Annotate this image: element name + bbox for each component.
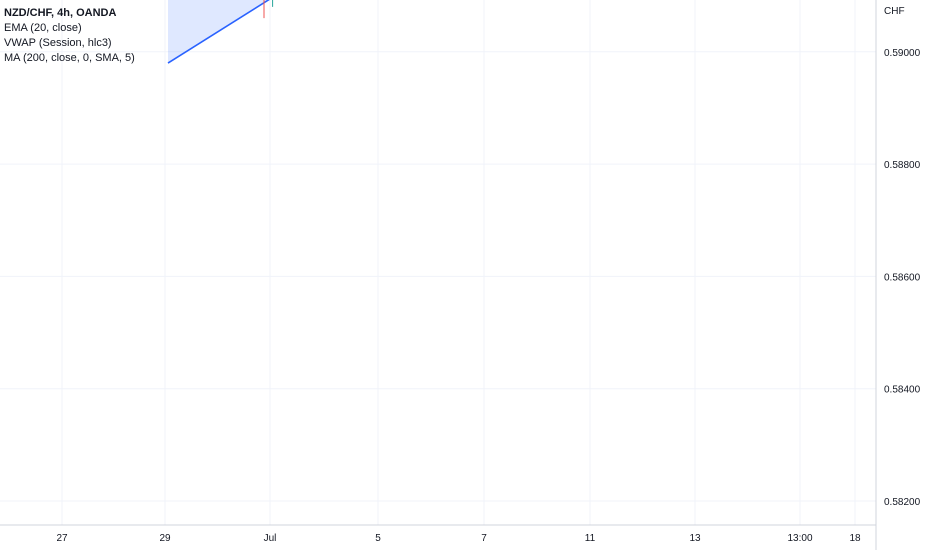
axis-currency: CHF bbox=[884, 6, 905, 17]
x-tick-label-1: 29 bbox=[159, 533, 171, 544]
x-tick-label-5: 11 bbox=[585, 533, 596, 544]
x-tick-label-8: 18 bbox=[849, 533, 861, 544]
x-tick-label-3: 5 bbox=[375, 533, 381, 544]
y-tick-label-10: 0.58600 bbox=[884, 272, 921, 283]
legend-ma[interactable]: MA (200, close, 0, SMA, 5) bbox=[4, 52, 135, 64]
y-tick-label-9: 0.58800 bbox=[884, 160, 921, 171]
x-tick-label-0: 27 bbox=[56, 533, 68, 544]
channel-lower-line bbox=[167, 0, 270, 64]
legend-ema[interactable]: EMA (20, close) bbox=[4, 22, 82, 34]
y-tick-label-12: 0.58200 bbox=[884, 497, 921, 508]
legend-vwap[interactable]: VWAP (Session, hlc3) bbox=[4, 37, 112, 49]
x-tick-label-6: 13 bbox=[689, 533, 701, 544]
plot-area bbox=[0, 0, 876, 525]
symbol-title[interactable]: NZD/CHF, 4h, OANDA bbox=[4, 7, 117, 19]
chart-legend: NZD/CHF, 4h, OANDA EMA (20, close) VWAP … bbox=[4, 6, 135, 66]
y-tick-label-8: 0.59000 bbox=[884, 48, 921, 59]
x-tick-label-7: 13:00 bbox=[787, 533, 812, 544]
y-tick-label-11: 0.58400 bbox=[884, 385, 921, 396]
x-tick-label-4: 7 bbox=[481, 533, 487, 544]
x-tick-label-2: Jul bbox=[264, 533, 277, 544]
